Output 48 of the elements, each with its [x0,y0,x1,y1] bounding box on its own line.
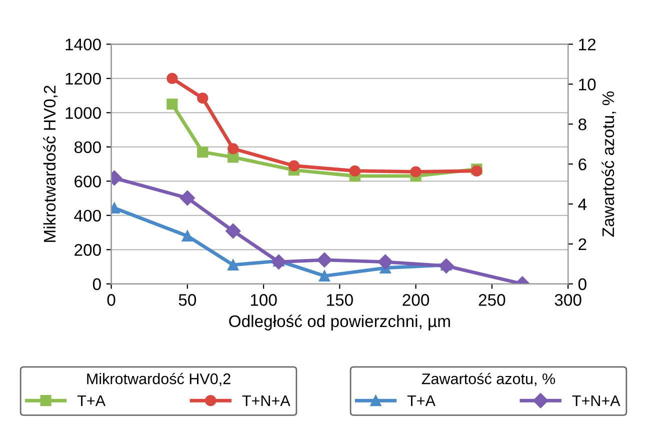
y-tick-label: 600 [74,176,101,188]
point [226,223,241,239]
point [271,254,286,270]
point [349,165,360,176]
point [288,160,300,172]
y2-tick-label: 10 [579,78,596,90]
y-tick-label: 1000 [66,107,101,119]
y-tick-label: 200 [74,244,101,256]
point [318,270,330,282]
text: Zawartość azotu, % [422,372,556,386]
y2-axis-title: Zawartość azotu, % [602,91,616,237]
point [180,190,195,206]
point [166,98,178,110]
legend-label: T+N+A [572,395,620,406]
x-tick-label: 0 [107,294,116,306]
point [197,92,208,104]
y-axis-title: Mikrotwardość HV0,2 [43,86,58,242]
y-tick-label: 0 [92,278,101,290]
point [197,146,208,158]
y2-tick-label: 12 [579,38,596,50]
y2-tick-label: 2 [578,238,586,250]
y2-tick-label: 0 [578,278,586,290]
x-tick-label: 200 [402,294,430,306]
point [166,72,178,84]
legend-label: T+N+A [242,395,290,406]
y-tick-label: 400 [74,210,101,222]
text: Mikrotwardość HV0,2 [87,372,230,386]
legend-label: T+A [407,395,436,406]
x-tick-label: 300 [554,294,582,306]
y2-tick-label: 4 [578,198,587,210]
y-tick-label: 800 [74,141,101,154]
x-tick-label: 50 [178,294,196,306]
point [228,143,239,154]
point [228,259,239,270]
y-tick-label: 1400 [66,38,101,50]
y-tick-label: 1200 [66,72,101,85]
x-tick-label: 250 [478,294,506,306]
y2-tick-label: 6 [578,158,586,170]
point [316,252,332,268]
x-tick-label: 100 [250,294,277,306]
y2-tick-label: 8 [578,118,586,130]
point [378,254,393,270]
point [438,258,454,274]
x-axis-title: Odległość od powierzchni, µm [229,314,450,330]
point [410,166,422,178]
x-tick-label: 150 [327,294,353,306]
point [182,230,193,242]
legend-label: T+A [77,395,106,406]
